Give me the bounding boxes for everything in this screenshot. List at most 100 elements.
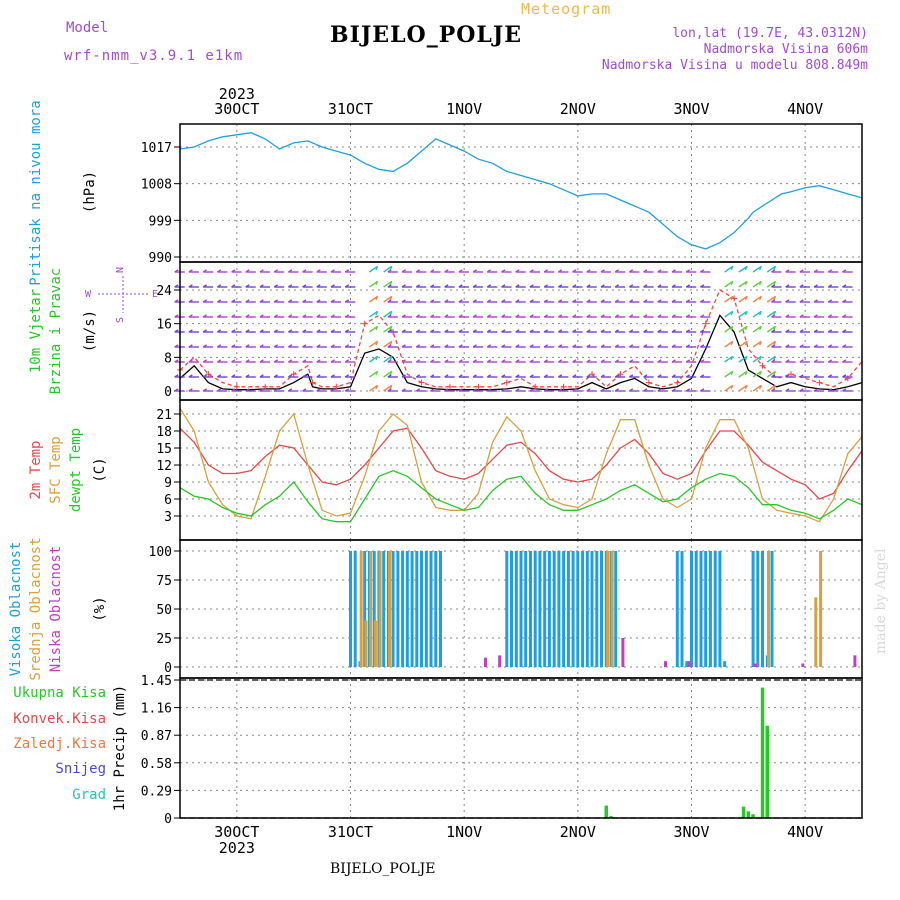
wind-barb	[738, 310, 748, 318]
wind-barb	[486, 299, 492, 303]
wind-barb	[188, 269, 193, 273]
wind-barb	[501, 299, 506, 303]
wind-barb	[752, 295, 762, 303]
wind-barb	[369, 325, 379, 333]
wind-barb	[202, 314, 207, 318]
wind-barb	[744, 385, 748, 390]
wind-barb	[766, 340, 776, 348]
wind-barb	[515, 284, 520, 288]
wind-barb	[758, 296, 762, 301]
wind-barb	[501, 314, 506, 318]
clouds-ytick-label: 25	[156, 632, 172, 647]
model-elevation-text: Nadmorska Visina u modelu 808.849m	[601, 58, 868, 73]
wind-barb	[458, 329, 463, 333]
clouds-bar	[391, 551, 395, 667]
wind-barb	[389, 356, 393, 361]
temperature-series-line	[179, 470, 863, 523]
wind-barb	[730, 385, 734, 390]
wind-barb	[515, 299, 520, 303]
clouds-bar	[533, 551, 537, 667]
wind-barb	[217, 359, 222, 363]
wind-barb	[387, 299, 392, 303]
wind-barb	[330, 299, 335, 303]
wind-barb	[586, 299, 591, 303]
temp-ylabel: 2m Temp	[28, 440, 44, 499]
precipitation-bar	[609, 816, 613, 818]
wind-barb	[730, 371, 734, 376]
wind-barb	[501, 344, 506, 348]
clouds-bar	[363, 551, 367, 667]
wind-barb	[188, 284, 193, 288]
wind-barb	[273, 344, 278, 348]
wind-barb	[629, 374, 634, 378]
wind-barb	[614, 299, 619, 303]
wind-barb	[752, 325, 762, 333]
wind-barb	[529, 329, 534, 333]
wind-barb	[302, 344, 307, 348]
wind-barb	[671, 314, 676, 318]
wind-barb	[813, 344, 818, 348]
wind-barb	[387, 374, 392, 378]
wind-compass-n: N	[115, 267, 126, 273]
wind-barb	[472, 344, 477, 348]
wind-barb	[375, 371, 379, 376]
clouds-bar	[498, 655, 502, 667]
wind-barb	[245, 329, 250, 333]
wind-barb	[700, 359, 705, 363]
clouds-bar	[410, 551, 414, 667]
wind-barb	[288, 314, 293, 318]
precipitation-bar	[604, 805, 608, 818]
wind-barb	[643, 344, 648, 348]
clouds-bar	[538, 551, 542, 667]
wind-barb	[785, 388, 790, 392]
wind-barb	[273, 269, 278, 273]
wind-barb	[202, 359, 207, 363]
wind-barb	[369, 340, 379, 348]
wind-barb	[245, 374, 250, 378]
wind-barb	[799, 374, 804, 378]
wind-barb	[758, 371, 762, 376]
wind-barb	[813, 269, 818, 273]
wind-barb	[202, 299, 207, 303]
wind-unit: (m/s)	[82, 310, 98, 352]
wind-barb	[543, 344, 548, 348]
wind-barb	[586, 314, 591, 318]
temperature-series-line	[179, 427, 863, 500]
wind-barb	[174, 329, 179, 333]
wind-barb	[572, 299, 577, 303]
wind-barb	[643, 388, 648, 392]
wind-barb	[316, 284, 321, 288]
wind-barb	[383, 340, 393, 348]
wind-barb	[369, 295, 379, 303]
clouds-bar	[680, 551, 684, 667]
wind-barb	[344, 359, 350, 363]
wind-barb	[785, 374, 790, 378]
wind-barb	[174, 388, 179, 392]
wind-ytick-label: 8	[164, 351, 172, 366]
wind-barb	[799, 314, 804, 318]
wind-barb	[231, 359, 236, 363]
clouds-bar	[595, 551, 599, 667]
wind-barb	[288, 284, 293, 288]
wind-barb	[273, 299, 278, 303]
wind-barb	[842, 374, 847, 378]
wind-barb	[773, 326, 777, 331]
wind-barb	[174, 284, 179, 288]
wind-compass-e: E	[152, 289, 158, 300]
wind-barb	[685, 299, 691, 303]
wind-barb	[383, 280, 393, 288]
wind-barb	[572, 314, 577, 318]
wind-barb	[643, 299, 648, 303]
wind-barb	[316, 359, 321, 363]
wind-barb	[316, 388, 321, 392]
wind-barb	[827, 374, 833, 378]
wind-barb	[387, 269, 392, 273]
wind-barb	[383, 384, 393, 392]
wind-barb	[813, 374, 818, 378]
wind-barb	[188, 388, 193, 392]
precip-legend-item: Konvek.Kisa	[13, 711, 106, 727]
clouds-bar	[369, 551, 373, 667]
clouds-bar	[405, 551, 409, 667]
wind-barb	[738, 355, 748, 363]
clouds-bar	[621, 638, 625, 667]
